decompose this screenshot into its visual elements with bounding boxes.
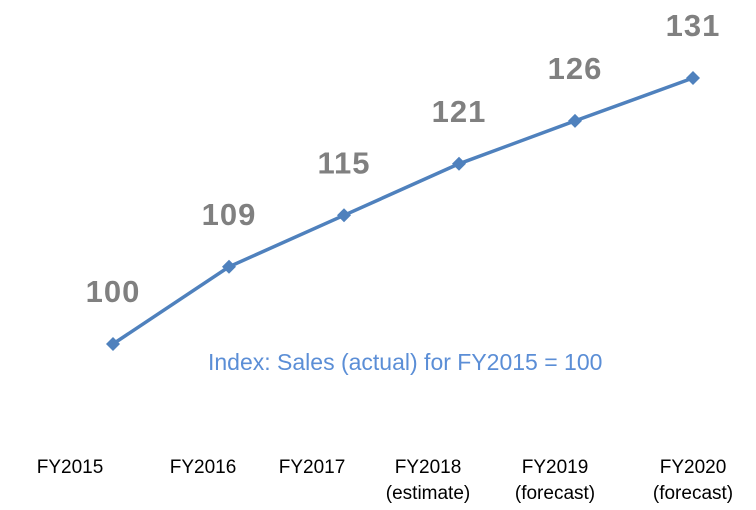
x-tick-label: FY2018 (estimate) bbox=[385, 457, 471, 504]
marker bbox=[222, 259, 236, 274]
marker bbox=[106, 337, 120, 351]
data-label: 131 bbox=[666, 8, 721, 43]
marker bbox=[568, 113, 582, 128]
annotation: Index: Sales (actual) for FY2015 = 100 bbox=[208, 349, 602, 375]
marker bbox=[452, 156, 466, 171]
marker bbox=[686, 71, 700, 85]
line bbox=[112, 76, 694, 346]
data-label: 100 bbox=[86, 274, 141, 309]
data-label: 109 bbox=[202, 197, 257, 232]
x-tick-label: FY2016 bbox=[169, 457, 237, 478]
data-label: 126 bbox=[548, 51, 603, 86]
x-tick-label: FY2015 bbox=[36, 457, 104, 478]
x-tick-label: FY2017 bbox=[278, 457, 346, 478]
marker bbox=[337, 208, 351, 223]
data-label: 121 bbox=[432, 94, 487, 129]
x-tick-label: FY2019 (forecast) bbox=[514, 457, 596, 504]
data-label: 115 bbox=[317, 145, 370, 180]
x-tick-label: FY2020 (forecast) bbox=[652, 457, 734, 504]
